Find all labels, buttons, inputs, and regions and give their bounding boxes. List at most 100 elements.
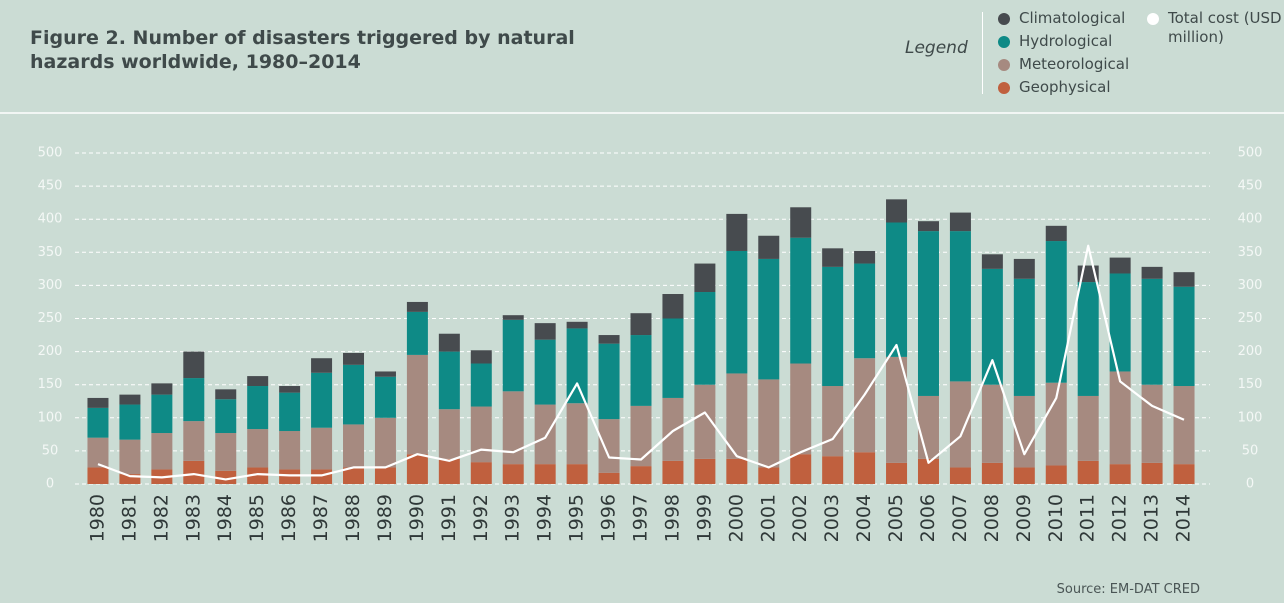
bar-segment [917, 231, 939, 396]
bar-segment [247, 467, 269, 484]
bar-segment [630, 405, 652, 467]
chart-title: Figure 2. Number of disasters triggered … [30, 27, 575, 73]
bar-segment [151, 383, 173, 395]
bar-segment [343, 424, 365, 468]
bar-segment [981, 462, 1003, 484]
bar-segment [1141, 278, 1163, 385]
bar-segment [886, 356, 908, 463]
bar-segment [949, 381, 971, 468]
legend-item: Geophysical [998, 78, 1111, 97]
x-tick-label: 2010 [1045, 494, 1067, 542]
x-tick-label: 1986 [278, 494, 300, 542]
y2-tick-label: 50 [1242, 443, 1259, 458]
x-tick-label: 2012 [1109, 494, 1131, 542]
bar-segment [343, 364, 365, 425]
bar-segment [1045, 465, 1067, 484]
bar-segment [1173, 286, 1195, 387]
legend-swatch [1147, 13, 1159, 25]
y-tick-label: 400 [38, 212, 63, 227]
bar-segment [1045, 382, 1067, 466]
bar-segment [758, 235, 780, 259]
bar-segment [534, 323, 556, 340]
bar-segment [694, 263, 716, 293]
x-tick-label: 1989 [374, 494, 396, 542]
x-tick-label: 1980 [86, 494, 108, 542]
bar-segment [758, 258, 780, 380]
y-tick-label: 450 [38, 179, 63, 194]
y2-tick-label: 500 [1238, 146, 1263, 161]
x-tick-label: 1999 [693, 494, 715, 542]
bar-segment [886, 199, 908, 223]
bar-segment [726, 213, 748, 251]
legend-swatch [998, 59, 1010, 71]
bar-segment [917, 395, 939, 459]
x-tick-label: 1992 [470, 494, 492, 542]
bar-segment [694, 292, 716, 385]
x-tick-label: 1995 [566, 494, 588, 542]
y-tick-label: 100 [38, 410, 63, 425]
bar-segment [822, 266, 844, 387]
bar-segment [183, 351, 205, 379]
bar-segment [119, 404, 141, 440]
bar-segment [247, 376, 269, 387]
x-tick-label: 2006 [917, 494, 939, 542]
bar-segment [470, 406, 492, 463]
bar-segment [1141, 384, 1163, 463]
bar-segment [758, 379, 780, 468]
legend-item: Total cost (USD million) [1147, 9, 1284, 47]
y2-tick-label: 200 [1238, 344, 1263, 359]
cost-line [97, 244, 1185, 481]
legend-text: Hydrological [1019, 32, 1113, 50]
bar-segment [406, 301, 428, 312]
bar-segment [1077, 395, 1099, 461]
bar-segment [790, 237, 812, 364]
bar-segment [87, 467, 109, 484]
x-tick-label: 2001 [757, 494, 779, 542]
x-tick-label: 2008 [981, 494, 1003, 542]
y-tick-label: 0 [46, 477, 54, 492]
x-tick-label: 1981 [118, 494, 140, 542]
x-tick-label: 1996 [598, 494, 620, 542]
bar-segment [790, 207, 812, 238]
bar-segment [598, 419, 620, 473]
bar-segment [247, 429, 269, 468]
y2-tick-label: 250 [1238, 311, 1263, 326]
x-tick-label: 2014 [1173, 494, 1195, 542]
bar-segment [566, 403, 588, 465]
bar-segment [598, 472, 620, 484]
legend-swatch [998, 13, 1010, 25]
bar-segment [374, 376, 396, 418]
bar-segment [406, 354, 428, 455]
y2-tick-label: 300 [1238, 278, 1263, 293]
bar-segment [279, 386, 301, 393]
bar-segment [183, 421, 205, 461]
legend-text: Meteorological [1019, 55, 1130, 73]
bar-segment [1045, 241, 1067, 383]
bar-segment [1013, 258, 1035, 279]
bar-segment [87, 437, 109, 468]
bar-segment [438, 409, 460, 459]
bar-segment [566, 328, 588, 404]
bar-segment [981, 268, 1003, 385]
bar-segment [279, 392, 301, 432]
bar-segment [470, 462, 492, 484]
y-tick-label: 300 [38, 278, 63, 293]
bar-segment [981, 254, 1003, 269]
bar-segment [1077, 282, 1099, 396]
x-tick-label: 1998 [661, 494, 683, 542]
bar-segment [343, 352, 365, 365]
bar-segment [1141, 266, 1163, 279]
y-tick-label: 150 [38, 377, 63, 392]
legend-text: Climatological [1019, 9, 1126, 27]
y2-tick-label: 100 [1238, 410, 1263, 425]
bar-segment [790, 363, 812, 455]
x-tick-label: 2007 [949, 494, 971, 542]
bar-segment [279, 469, 301, 484]
bar-segment [886, 462, 908, 484]
bar-segment [566, 321, 588, 329]
bar-segment [598, 335, 620, 344]
x-tick-label: 1987 [310, 494, 332, 542]
bar-segment [1173, 464, 1195, 484]
